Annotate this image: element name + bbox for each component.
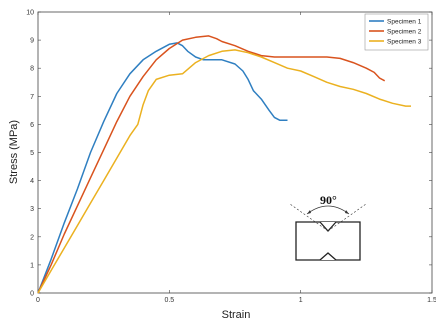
series-line-specimen-3 xyxy=(37,49,411,294)
y-tick-label: 9 xyxy=(30,38,34,45)
x-tick-label: 0 xyxy=(36,297,40,304)
legend-box xyxy=(364,13,429,51)
legend: Specimen 1 Specimen 2 Specimen 3 xyxy=(364,13,429,51)
legend-label-specimen-3: Specimen 3 xyxy=(387,38,422,45)
angle-arrow-right xyxy=(345,210,349,214)
legend-label-specimen-1: Specimen 1 xyxy=(387,18,422,25)
series-lines xyxy=(37,35,411,294)
y-tick-label: 4 xyxy=(30,178,34,185)
specimen-outline xyxy=(295,221,361,261)
y-tick-label: 1 xyxy=(30,262,34,269)
y-axis-label: Stress (MPa) xyxy=(8,120,20,184)
axes xyxy=(37,11,433,294)
angle-arrow-left xyxy=(307,210,311,214)
x-tick-label: 1.5 xyxy=(427,297,436,304)
y-tick-label: 10 xyxy=(26,10,34,17)
series-line-specimen-2 xyxy=(37,35,386,294)
tick-labels: 0 1 2 3 4 5 6 7 8 9 10 0 0.5 1 1.5 xyxy=(26,10,436,305)
x-tick-label: 1 xyxy=(299,297,303,304)
y-tick-label: 0 xyxy=(30,291,34,298)
x-tick-label: 0.5 xyxy=(164,297,174,304)
y-tick-label: 6 xyxy=(30,122,34,129)
y-tick-label: 2 xyxy=(30,234,34,241)
angle-arc xyxy=(306,205,350,215)
bottom-notch xyxy=(319,252,337,261)
angle-label: 90° xyxy=(320,193,337,207)
plot-frame xyxy=(37,11,433,294)
y-tick-label: 5 xyxy=(30,150,34,157)
y-tick-label: 8 xyxy=(30,66,34,73)
series-line-specimen-1 xyxy=(37,42,288,294)
notched-specimen-diagram: 90° xyxy=(289,193,367,261)
y-tick-label: 7 xyxy=(30,94,34,101)
y-tick-label: 3 xyxy=(30,206,34,213)
x-axis-label: Strain xyxy=(222,309,251,321)
legend-label-specimen-2: Specimen 2 xyxy=(387,28,422,35)
